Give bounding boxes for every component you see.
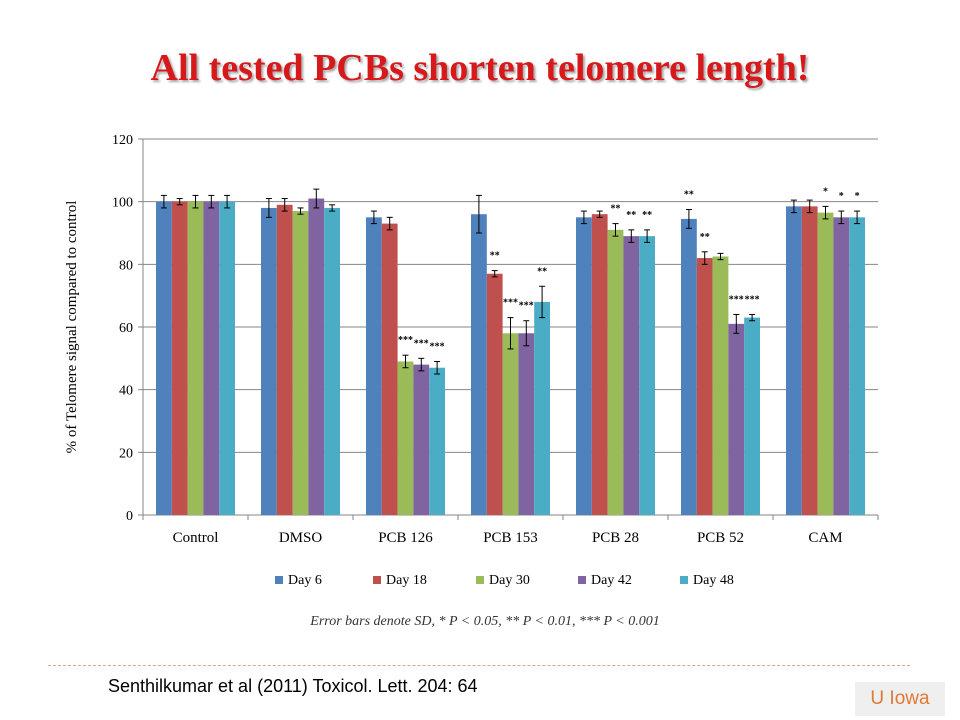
bar (276, 204, 293, 516)
significance-label: *** (398, 335, 413, 346)
significance-label: *** (745, 294, 760, 305)
significance-label: * (855, 191, 860, 202)
footer-divider (48, 665, 910, 666)
y-tick-label: 100 (112, 196, 133, 211)
significance-label: ** (626, 210, 636, 221)
y-tick-label: 40 (119, 384, 133, 399)
bar (413, 364, 430, 515)
bar (786, 206, 802, 515)
bar (397, 361, 414, 515)
bar (381, 223, 398, 515)
bar (171, 201, 188, 515)
slide-title: All tested PCBs shorten telomere length! (150, 47, 810, 89)
error-bar-note: Error bars denote SD, * P < 0.05, ** P <… (310, 614, 660, 629)
y-tick-label: 120 (112, 133, 133, 148)
bar (591, 214, 608, 515)
bar (219, 201, 235, 515)
bar (261, 207, 277, 515)
bar (429, 367, 445, 515)
x-tick-label: Control (173, 530, 219, 546)
bar (817, 212, 834, 515)
legend-swatch (275, 576, 283, 584)
bar (744, 317, 760, 515)
bar (471, 214, 487, 515)
significance-label: ** (537, 266, 547, 277)
legend-label: Day 48 (693, 573, 734, 588)
legend-label: Day 18 (386, 573, 427, 588)
legend-swatch (476, 576, 484, 584)
x-tick-label: PCB 52 (697, 530, 744, 546)
x-tick-label: PCB 28 (592, 530, 639, 546)
legend-swatch (680, 576, 688, 584)
bar (833, 217, 850, 516)
bar-chart: 0 20 40 60 80 100 120 % of Telomere signal comp… (64, 133, 879, 588)
y-tick-label: 0 (126, 509, 133, 524)
bar (849, 217, 865, 516)
significance-label: * (839, 191, 844, 202)
bar (728, 323, 745, 515)
y-tick-label: 60 (119, 321, 133, 336)
x-tick-label: CAM (808, 530, 842, 546)
bar (156, 201, 172, 515)
x-tick-label: PCB 126 (378, 530, 433, 546)
significance-label: * (823, 186, 828, 197)
y-tick-label: 20 (119, 446, 133, 461)
bar (534, 301, 550, 515)
x-tick-label: DMSO (279, 530, 323, 546)
significance-label: ** (611, 204, 621, 215)
citation: Senthilkumar et al (2011) Toxicol. Lett.… (108, 676, 478, 696)
legend-swatch (578, 576, 586, 584)
y-tick-label: 80 (119, 258, 133, 273)
bar (324, 207, 340, 515)
significance-label: ** (642, 210, 652, 221)
significance-label: *** (503, 298, 518, 309)
significance-label: ** (684, 190, 694, 201)
significance-label: ** (700, 232, 710, 243)
bar (623, 236, 640, 515)
significance-label: *** (414, 338, 429, 349)
bar (292, 211, 309, 516)
bar (486, 273, 503, 515)
bar (502, 333, 519, 515)
significance-label: *** (519, 301, 534, 312)
bar (681, 218, 697, 515)
bar (712, 256, 729, 515)
bar (639, 236, 655, 515)
legend-label: Day 42 (591, 573, 632, 588)
bar (308, 198, 325, 516)
legend-label: Day 30 (489, 573, 530, 588)
university-badge: U Iowa (855, 682, 945, 716)
bar (607, 229, 624, 515)
significance-label: *** (729, 294, 744, 305)
bar (366, 217, 382, 516)
bar (696, 258, 713, 515)
legend-label: Day 6 (288, 573, 322, 588)
y-axis-title: % of Telomere signal compared to control (64, 201, 80, 454)
bar (801, 206, 818, 515)
significance-label: *** (430, 341, 445, 352)
bar (187, 201, 204, 515)
x-tick-label: PCB 153 (483, 530, 538, 546)
bar (576, 217, 592, 516)
legend-swatch (373, 576, 381, 584)
bar (518, 333, 535, 515)
significance-label: ** (490, 251, 500, 262)
bar (203, 201, 220, 515)
